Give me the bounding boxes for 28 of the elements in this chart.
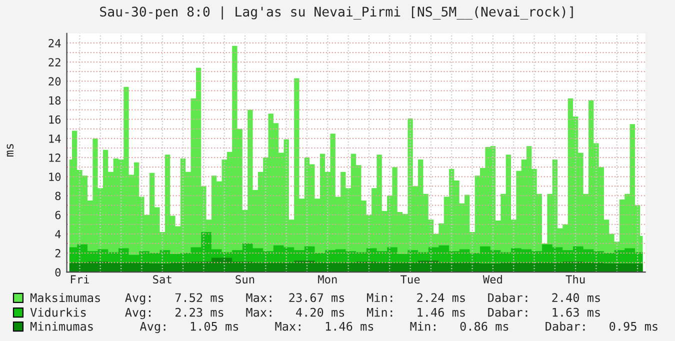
y-tick-label: 20 <box>48 77 61 86</box>
legend-label: Maksimumas <box>30 293 100 302</box>
x-tick-label: Wed <box>482 274 502 284</box>
x-tick-label: Sun <box>236 275 254 284</box>
y-tick-label: 6 <box>55 210 61 220</box>
chart-title: Sau-30-pen 8:0 | Lag'as su Nevai_Pirmi [NS_5M__(Nevai_rock)] <box>100 6 573 20</box>
x-tick-label: Thu <box>566 274 585 284</box>
text: Avg: 2.23 ms Max: 4.20 ms Min: 1.46 ms Dabar: 1.63 ms <box>125 308 600 320</box>
x-tick-label: Fri <box>70 274 90 284</box>
text: Avg: 7.52 ms Max: 23.67 ms Min: 2.24 ms Dabar: 2.40 ms <box>125 292 600 304</box>
y-tick-label: 4 <box>55 230 61 238</box>
y-tick-label: 14 <box>49 134 61 143</box>
y-axis-title: ms <box>6 144 14 157</box>
legend-label: Minimumas <box>30 322 93 331</box>
y-tick-label: 22 <box>48 58 60 66</box>
y-tick-label: 18 <box>49 96 61 105</box>
y-tick-label: 10 <box>49 172 61 182</box>
y-tick-label: 2 <box>55 249 60 258</box>
y-tick-label: 12 <box>49 154 60 162</box>
x-tick-label: Mon <box>318 275 337 284</box>
x-tick-label: Sat <box>153 275 172 284</box>
y-tick-label: 0 <box>55 268 61 277</box>
y-tick-label: 8 <box>55 192 61 200</box>
legend-label: Vidurkis <box>30 308 86 317</box>
x-tick-label: Tue <box>400 275 420 284</box>
text: Avg: 1.05 ms Max: 1.46 ms Min: 0.86 ms Dabar: 0.95 ms <box>140 322 658 334</box>
y-tick-label: 24 <box>48 38 61 48</box>
y-tick-label: 16 <box>49 115 61 124</box>
